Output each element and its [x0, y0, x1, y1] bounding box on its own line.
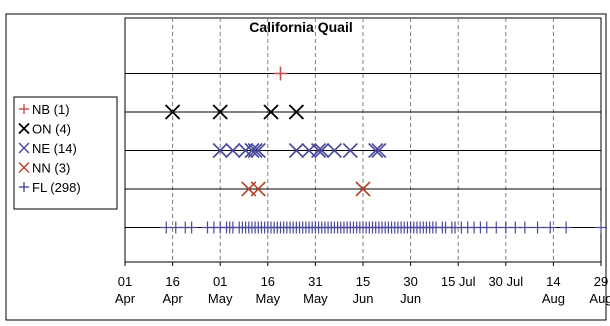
data-point	[518, 221, 531, 234]
data-point-b	[244, 142, 260, 159]
data-point-b	[212, 104, 228, 120]
data-point	[212, 104, 228, 120]
data-point-b	[164, 104, 181, 120]
x-tick-label-day: 15	[356, 274, 370, 289]
legend-marker-b	[18, 162, 30, 173]
data-point-b	[225, 142, 241, 159]
data-point	[212, 142, 228, 159]
data-point	[326, 142, 343, 159]
legend-label: NE (14)	[32, 141, 77, 156]
x-tick-label-day: 15 Jul	[441, 274, 476, 289]
data-point	[247, 142, 263, 159]
x-tick-label-day: 31	[308, 274, 322, 289]
data-point	[250, 142, 266, 159]
legend-label: FL (298)	[32, 180, 81, 195]
data-point-b	[355, 181, 371, 197]
data-point-b	[371, 142, 387, 159]
series-0	[273, 66, 288, 81]
data-point	[273, 66, 288, 81]
chart-title: California Quail	[249, 19, 352, 35]
data-point-b	[212, 142, 228, 159]
legend-box	[13, 96, 118, 210]
legend-marker	[19, 182, 29, 192]
x-tick-label-day: 30	[403, 274, 417, 289]
x-tick-label-month: Jun	[400, 291, 421, 306]
legend: NB (1) ON (4) NE (14) NN (3) FL (298)	[18, 102, 81, 195]
legend-marker	[19, 104, 29, 114]
data-point	[342, 142, 358, 159]
data-point	[368, 142, 384, 159]
x-tick-label-month: Apr	[162, 291, 183, 306]
x-tick-label-month: May	[303, 291, 328, 306]
data-point-b	[326, 142, 343, 159]
data-point-b	[311, 142, 327, 159]
x-tick-label-day: 16	[165, 274, 179, 289]
data-point-b	[314, 142, 330, 159]
x-tick-label-day: 14	[546, 274, 560, 289]
data-point-b	[263, 104, 279, 120]
legend-marker-b	[18, 142, 30, 154]
marks-layer	[160, 66, 607, 234]
data-point-b	[250, 181, 266, 197]
data-point	[263, 104, 279, 120]
data-point	[164, 104, 181, 120]
x-tick-label-month: May	[256, 291, 281, 306]
data-point	[531, 221, 544, 234]
series-3	[241, 181, 371, 197]
series-2	[212, 142, 387, 159]
legend-label: ON (4)	[32, 122, 71, 137]
data-point	[185, 221, 198, 234]
legend-label: NN (3)	[32, 161, 70, 176]
data-point-b	[288, 142, 304, 159]
x-tick-label-day: 29	[594, 274, 608, 289]
x-tick-label-day: 01	[213, 274, 227, 289]
x-tick-label-month: Jun	[353, 291, 374, 306]
x-tick-label-day: 16	[261, 274, 275, 289]
legend-marker-b	[18, 122, 30, 135]
data-point-b	[250, 142, 266, 159]
data-point-b	[247, 142, 263, 159]
legend-marker	[18, 122, 30, 135]
data-point	[288, 104, 304, 120]
data-point	[355, 181, 371, 197]
data-point	[371, 142, 387, 159]
legend-marker	[18, 142, 30, 154]
data-point	[288, 142, 304, 159]
data-point	[250, 181, 266, 197]
data-point	[225, 142, 241, 159]
x-tick-label-day: 01	[118, 274, 132, 289]
series-1	[164, 104, 304, 120]
x-tick-label-day: 30 Jul	[488, 274, 523, 289]
data-point-b	[368, 142, 384, 159]
series-4	[160, 221, 607, 234]
data-point-b	[342, 142, 358, 159]
x-tick-label-month: Apr	[115, 291, 136, 306]
x-axis: 01 Apr 16 Apr 01 May 16 May 31 May 15 Jun 30 Jun 15 Ju…	[115, 262, 610, 306]
data-point	[544, 221, 557, 234]
data-point	[314, 142, 330, 159]
data-point	[244, 142, 260, 159]
legend-label: NB (1)	[32, 102, 70, 117]
data-point	[595, 221, 607, 234]
legend-marker	[18, 162, 30, 173]
x-tick-label-month: May	[208, 291, 233, 306]
x-tick-label-month: Aug	[542, 291, 565, 306]
data-point	[560, 221, 573, 234]
data-point-b	[288, 104, 304, 120]
x-tick-label-month: Aug	[589, 291, 610, 306]
data-point	[311, 142, 327, 159]
